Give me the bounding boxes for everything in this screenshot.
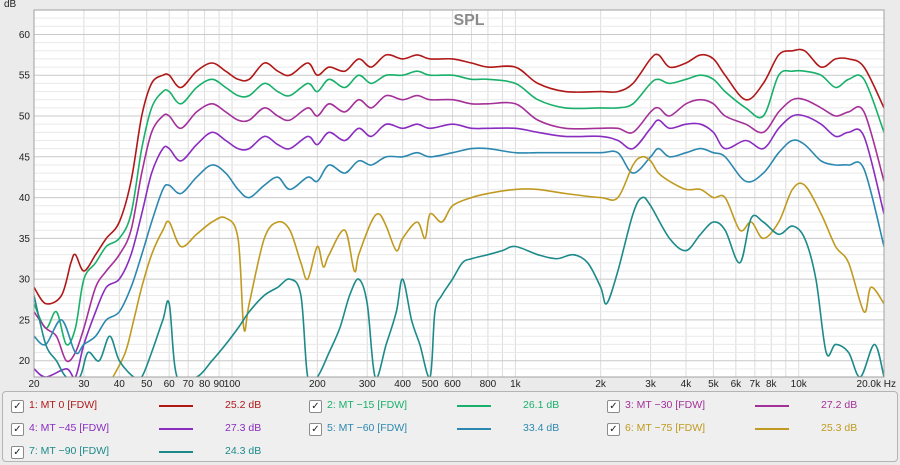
x-tick-label: 80 [199,379,211,390]
legend-line-swatch [755,428,789,430]
x-tick-label: 20 [28,379,40,390]
x-tick-label: 30 [78,379,90,390]
legend-series-value: 27.3 dB [225,422,261,434]
x-tick-label: 600 [444,379,461,390]
series-visibility-checkbox[interactable]: ✓ [11,423,24,436]
x-tick-label: 400 [394,379,411,390]
legend-line-swatch [755,405,789,407]
legend-panel: ✓ 1: MT 0 [FDW] 25.2 dB ✓ 2: MT −15 [FDW] 26.… [2,391,898,462]
legend-series-name: 3: MT −30 [FDW] [625,399,705,411]
legend-line-swatch [159,405,193,407]
legend-series-value: 27.2 dB [821,399,857,411]
series-visibility-checkbox[interactable]: ✓ [607,400,620,413]
legend-item-7: ✓ 7: MT −90 [FDW] 24.3 dB [3,441,301,465]
legend-item-3: ✓ 3: MT −30 [FDW] 27.2 dB [599,395,897,419]
x-tick-label: 10k [791,379,808,390]
legend-series-name: 2: MT −15 [FDW] [327,399,407,411]
right-margin [885,0,900,390]
top-margin [0,0,900,10]
y-tick-label: 50 [19,112,31,123]
x-tick-label: 5k [708,379,720,390]
legend-series-name: 1: MT 0 [FDW] [29,399,97,411]
y-tick-label: 40 [19,193,31,204]
legend-item-5: ✓ 5: MT −60 [FDW] 33.4 dB [301,418,599,442]
legend-series-value: 33.4 dB [523,422,559,434]
legend-line-swatch [159,428,193,430]
legend-line-swatch [457,428,491,430]
x-tick-label: 6k [731,379,743,390]
legend-item-1: ✓ 1: MT 0 [FDW] 25.2 dB [3,395,301,419]
x-tick-label: 40 [114,379,126,390]
x-tick-label: 8k [766,379,778,390]
series-visibility-checkbox[interactable]: ✓ [11,400,24,413]
x-tick-label: 2k [595,379,607,390]
x-tick-label: 70 [183,379,195,390]
y-tick-label: 20 [19,356,31,367]
y-unit-label: dB [4,0,17,10]
y-tick-label: 45 [19,152,31,163]
y-tick-label: 30 [19,275,31,286]
x-tick-label: 4k [681,379,693,390]
x-tick-label: 1k [510,379,522,390]
legend-line-swatch [457,405,491,407]
x-tick-label: 300 [359,379,376,390]
chart-title: SPL [453,12,484,29]
y-tick-label: 35 [19,234,31,245]
x-tick-label: 800 [480,379,497,390]
legend-item-2: ✓ 2: MT −15 [FDW] 26.1 dB [301,395,599,419]
x-tick-label: 100 [224,379,241,390]
y-tick-label: 55 [19,71,31,82]
series-visibility-checkbox[interactable]: ✓ [607,423,620,436]
legend-series-value: 24.3 dB [225,445,261,457]
x-tick-label: 60 [164,379,176,390]
y-tick-label: 25 [19,315,31,326]
series-visibility-checkbox[interactable]: ✓ [11,446,24,459]
x-tick-label: 500 [422,379,439,390]
legend-series-value: 25.2 dB [225,399,261,411]
series-visibility-checkbox[interactable]: ✓ [309,400,322,413]
legend-series-value: 25.3 dB [821,422,857,434]
legend-item-4: ✓ 4: MT −45 [FDW] 27.3 dB [3,418,301,442]
legend-series-name: 6: MT −75 [FDW] [625,422,705,434]
x-tick-label: 50 [141,379,153,390]
legend-item-6: ✓ 6: MT −75 [FDW] 25.3 dB [599,418,897,442]
x-tick-label: 200 [309,379,326,390]
legend-series-name: 4: MT −45 [FDW] [29,422,109,434]
x-tick-label: 3k [645,379,657,390]
legend-series-name: 7: MT −90 [FDW] [29,445,109,457]
x-tick-label: 7k [750,379,762,390]
y-tick-label: 60 [19,30,31,41]
x-tick-label: 20.0k Hz [857,379,896,390]
series-visibility-checkbox[interactable]: ✓ [309,423,322,436]
legend-series-value: 26.1 dB [523,399,559,411]
legend-series-name: 5: MT −60 [FDW] [327,422,407,434]
legend-line-swatch [159,451,193,453]
